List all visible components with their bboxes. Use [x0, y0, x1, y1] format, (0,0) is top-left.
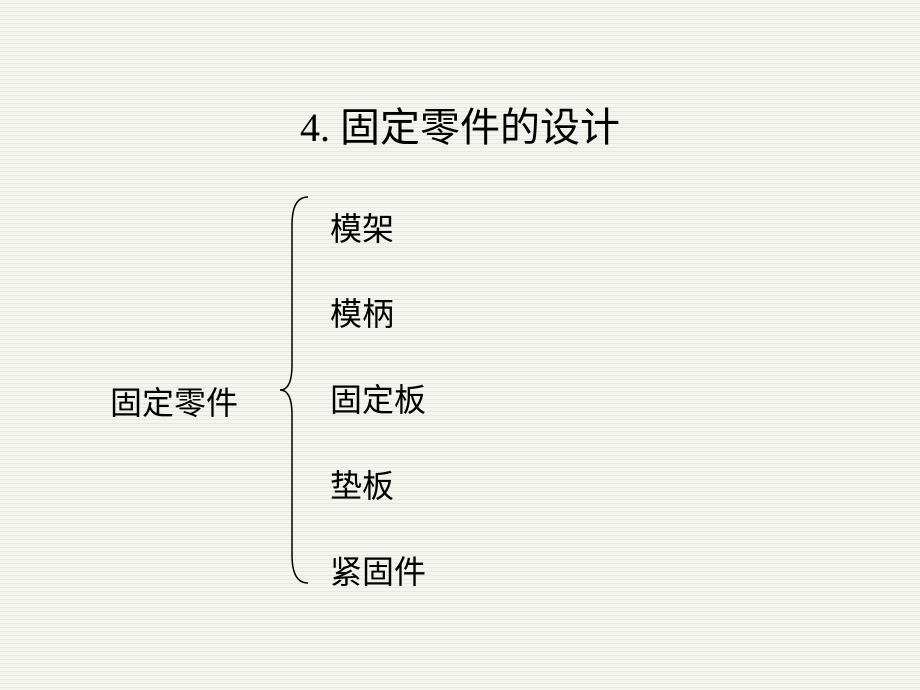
list-item: 固定板 [330, 375, 426, 421]
list-item: 模架 [330, 204, 394, 250]
category-label: 固定零件 [110, 378, 238, 424]
slide-title: 4. 固定零件的设计 [0, 95, 920, 153]
list-item: 紧固件 [330, 547, 426, 593]
list-item: 垫板 [330, 461, 394, 507]
brace-icon [278, 195, 318, 590]
list-item: 模柄 [330, 289, 394, 335]
